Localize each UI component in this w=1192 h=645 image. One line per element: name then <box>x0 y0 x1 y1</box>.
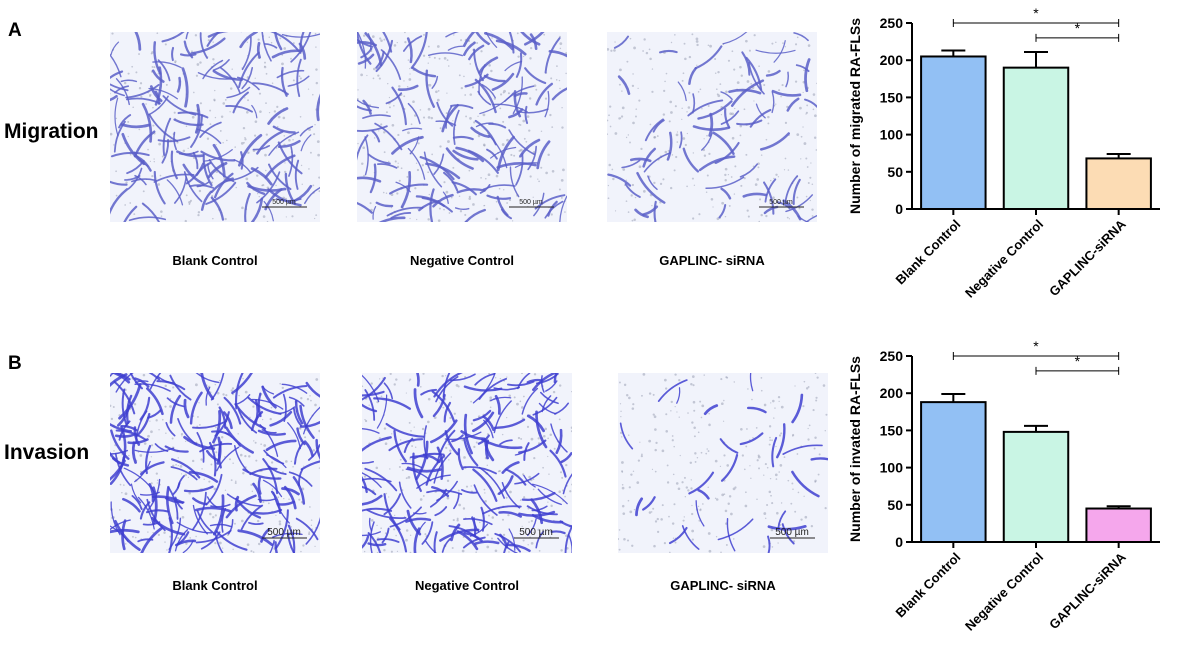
caption-migration-blank: Blank Control <box>172 253 258 268</box>
scale-bar-label: 500 µm <box>519 199 543 206</box>
scale-bar-label: 500 µm <box>769 199 793 206</box>
significance-label: * <box>1075 20 1081 36</box>
scale-bar-label: 500 µm <box>775 527 809 538</box>
y-tick-label: 200 <box>880 52 904 68</box>
micrograph-invasion-blank: 500 µm <box>110 373 320 553</box>
panel-letter-a: A <box>8 20 22 41</box>
significance-label: * <box>1075 353 1081 369</box>
migration-bar-chart: 0 50 100 150 200 250 Number of migrated RA-FLS… <box>850 5 1160 301</box>
y-tick-label: 150 <box>880 422 904 438</box>
micrograph-invasion-negative: 500 µm <box>362 373 572 553</box>
x-tick-label: GAPLINC-siRNA <box>1046 216 1129 299</box>
bar <box>1085 157 1152 211</box>
y-tick-label: 0 <box>895 534 903 550</box>
scale-bar-label: 500 µm <box>519 527 553 538</box>
bar <box>920 55 987 211</box>
micrograph-invasion-siRNA: 500 µm <box>618 373 828 553</box>
y-tick-label: 50 <box>887 164 903 180</box>
micrograph-migration-siRNA: 500 µm <box>607 32 817 222</box>
bar <box>920 401 987 543</box>
scale-bar-label: 500 µm <box>267 527 301 538</box>
micrograph-texture: 500 µm <box>607 32 817 222</box>
caption-migration-negative: Negative Control <box>409 253 514 268</box>
caption-invasion-blank: Blank Control <box>172 578 258 593</box>
y-tick-label: 100 <box>880 460 904 476</box>
x-tick-label: Blank Control <box>893 217 964 288</box>
y-tick-label: 200 <box>880 385 904 401</box>
micrograph-texture: 500 µm <box>110 32 320 222</box>
y-tick-label: 100 <box>880 127 904 143</box>
micrograph-migration-negative: 500 µm <box>357 32 567 222</box>
bar <box>1085 507 1152 544</box>
invasion-bar-chart: 0 50 100 150 200 250 Number of invated RA-FLSs… <box>850 338 1160 634</box>
x-tick-label: GAPLINC-siRNA <box>1046 549 1129 632</box>
micrograph-texture: 500 µm <box>110 373 320 553</box>
panel-letter-b: B <box>8 353 22 374</box>
x-tick-label: Blank Control <box>893 550 964 621</box>
micrograph-texture: 500 µm <box>618 373 828 553</box>
scale-bar-label: 500 µm <box>272 199 296 206</box>
significance-label: * <box>1033 5 1039 21</box>
y-tick-label: 0 <box>895 201 903 217</box>
micrograph-texture: 500 µm <box>362 373 572 553</box>
micrograph-migration-blank: 500 µm <box>110 32 320 222</box>
micrograph-texture: 500 µm <box>357 32 567 222</box>
row-title-migration: Migration <box>4 120 99 143</box>
y-axis-label: Number of migrated RA-FLSs <box>850 18 863 214</box>
x-tick-label: Negative Control <box>962 550 1046 634</box>
bar <box>1002 430 1070 543</box>
x-tick-label: Negative Control <box>962 217 1046 301</box>
caption-invasion-negative: Negative Control <box>414 578 519 593</box>
caption-invasion-siRNA: GAPLINC- siRNA <box>670 578 776 593</box>
y-tick-label: 250 <box>880 15 904 31</box>
y-tick-label: 250 <box>880 348 904 364</box>
caption-migration-siRNA: GAPLINC- siRNA <box>659 253 765 268</box>
row-title-invasion: Invasion <box>4 441 90 464</box>
y-tick-label: 50 <box>887 497 903 513</box>
bar <box>1002 66 1070 210</box>
significance-label: * <box>1033 338 1039 354</box>
y-axis-label: Number of invated RA-FLSs <box>850 356 863 542</box>
y-tick-label: 150 <box>880 89 904 105</box>
